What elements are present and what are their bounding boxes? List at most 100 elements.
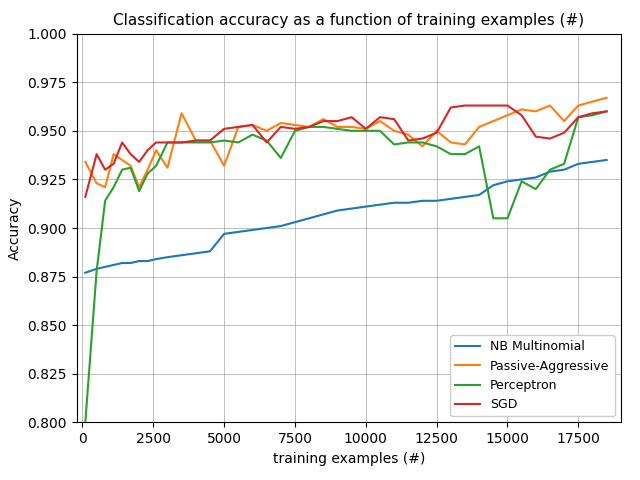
SGD xyxy=(419,136,426,142)
Perceptron xyxy=(490,216,497,221)
Perceptron xyxy=(546,167,554,173)
NB Multinomial xyxy=(433,198,440,204)
SGD xyxy=(127,151,134,157)
SGD xyxy=(447,105,454,110)
Perceptron xyxy=(518,179,525,184)
Perceptron xyxy=(575,114,582,120)
Passive-Aggressive xyxy=(305,124,313,130)
Passive-Aggressive xyxy=(220,163,228,168)
Passive-Aggressive xyxy=(192,138,200,144)
SGD xyxy=(118,140,126,145)
SGD xyxy=(461,103,469,108)
NB Multinomial xyxy=(461,194,469,200)
Passive-Aggressive xyxy=(404,132,412,138)
NB Multinomial xyxy=(532,175,540,180)
Perceptron xyxy=(135,188,143,194)
Perceptron xyxy=(476,144,483,149)
Perceptron xyxy=(127,165,134,170)
Perceptron xyxy=(164,140,172,145)
Y-axis label: Accuracy: Accuracy xyxy=(8,196,22,260)
SGD xyxy=(206,138,214,144)
Perceptron xyxy=(376,128,384,134)
NB Multinomial xyxy=(93,266,100,272)
NB Multinomial xyxy=(305,216,313,221)
Passive-Aggressive xyxy=(263,128,271,134)
SGD xyxy=(164,140,172,145)
SGD xyxy=(504,103,511,108)
Passive-Aggressive xyxy=(532,108,540,114)
Passive-Aggressive xyxy=(362,126,370,132)
NB Multinomial xyxy=(144,258,152,264)
Passive-Aggressive xyxy=(234,124,242,130)
Passive-Aggressive xyxy=(546,103,554,108)
Perceptron xyxy=(220,138,228,144)
Passive-Aggressive xyxy=(118,157,126,163)
NB Multinomial xyxy=(419,198,426,204)
SGD xyxy=(390,116,398,122)
Perceptron xyxy=(248,132,256,138)
SGD xyxy=(277,124,285,130)
Title: Classification accuracy as a function of training examples (#): Classification accuracy as a function of… xyxy=(113,13,584,28)
Passive-Aggressive xyxy=(560,118,568,124)
Perceptron xyxy=(532,186,540,192)
NB Multinomial xyxy=(404,200,412,205)
Perceptron xyxy=(447,151,454,157)
Passive-Aggressive xyxy=(291,122,299,128)
SGD xyxy=(560,130,568,136)
SGD xyxy=(476,103,483,108)
Passive-Aggressive xyxy=(152,147,160,153)
Perceptron xyxy=(319,124,327,130)
Perceptron xyxy=(277,155,285,161)
Line: Perceptron: Perceptron xyxy=(85,111,607,422)
NB Multinomial xyxy=(234,229,242,235)
Passive-Aggressive xyxy=(101,184,109,190)
Perceptron xyxy=(101,198,109,204)
Perceptron xyxy=(118,167,126,173)
Line: SGD: SGD xyxy=(85,106,607,197)
Perceptron xyxy=(81,420,89,425)
SGD xyxy=(490,103,497,108)
Perceptron xyxy=(305,124,313,130)
NB Multinomial xyxy=(263,225,271,231)
SGD xyxy=(333,118,341,124)
Line: Passive-Aggressive: Passive-Aggressive xyxy=(85,98,607,187)
NB Multinomial xyxy=(135,258,143,264)
Passive-Aggressive xyxy=(603,95,611,101)
NB Multinomial xyxy=(603,157,611,163)
NB Multinomial xyxy=(164,254,172,260)
Passive-Aggressive xyxy=(433,128,440,134)
Perceptron xyxy=(234,140,242,145)
Passive-Aggressive xyxy=(376,118,384,124)
NB Multinomial xyxy=(127,260,134,266)
SGD xyxy=(291,126,299,132)
NB Multinomial xyxy=(152,256,160,262)
Passive-Aggressive xyxy=(206,138,214,144)
Passive-Aggressive xyxy=(164,165,172,170)
SGD xyxy=(575,114,582,120)
NB Multinomial xyxy=(220,231,228,237)
Perceptron xyxy=(178,140,186,145)
SGD xyxy=(192,138,200,144)
Passive-Aggressive xyxy=(144,167,152,173)
Perceptron xyxy=(93,268,100,274)
Passive-Aggressive xyxy=(390,128,398,134)
SGD xyxy=(376,114,384,120)
NB Multinomial xyxy=(476,192,483,198)
NB Multinomial xyxy=(333,208,341,214)
Passive-Aggressive xyxy=(135,184,143,190)
Line: NB Multinomial: NB Multinomial xyxy=(85,160,607,273)
NB Multinomial xyxy=(248,227,256,233)
Passive-Aggressive xyxy=(447,140,454,145)
SGD xyxy=(248,122,256,128)
NB Multinomial xyxy=(118,260,126,266)
SGD xyxy=(319,118,327,124)
Passive-Aggressive xyxy=(277,120,285,126)
SGD xyxy=(178,140,186,145)
Passive-Aggressive xyxy=(348,124,355,130)
Perceptron xyxy=(433,144,440,149)
Legend: NB Multinomial, Passive-Aggressive, Perceptron, SGD: NB Multinomial, Passive-Aggressive, Perc… xyxy=(450,336,614,416)
Passive-Aggressive xyxy=(419,144,426,149)
NB Multinomial xyxy=(546,169,554,175)
Perceptron xyxy=(589,112,596,118)
NB Multinomial xyxy=(362,204,370,209)
